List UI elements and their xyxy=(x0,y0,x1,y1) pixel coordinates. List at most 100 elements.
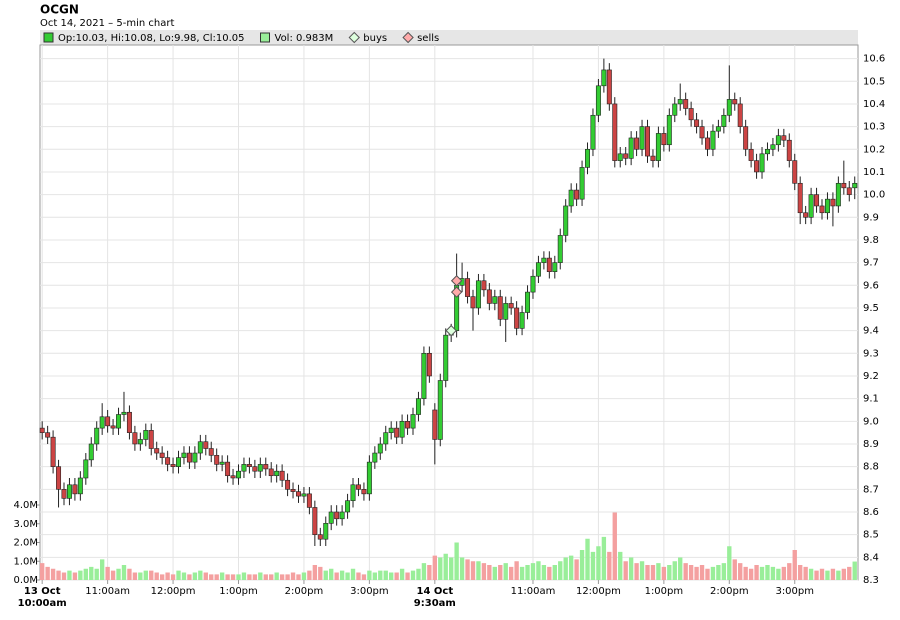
candle-body xyxy=(743,126,749,150)
candle-body xyxy=(579,167,585,200)
candle-body xyxy=(508,303,514,309)
volume-bar xyxy=(639,561,645,580)
volume-bar xyxy=(503,563,508,580)
candle-body xyxy=(350,484,356,501)
volume-bar xyxy=(61,572,67,580)
volume-bar xyxy=(781,566,787,580)
candle-body xyxy=(203,441,209,449)
volume-bar xyxy=(661,566,667,580)
volume-bar xyxy=(688,565,694,580)
y-tick-label: 9.3 xyxy=(863,348,879,359)
volume-bar xyxy=(159,574,165,580)
volume-bar xyxy=(645,565,650,580)
y-tick-label: 9.8 xyxy=(863,235,879,246)
volume-bar xyxy=(727,546,732,580)
candle-body xyxy=(148,430,154,449)
volume-bar xyxy=(618,551,623,580)
candle-body xyxy=(590,114,596,150)
candle-body xyxy=(415,398,421,415)
volume-bar xyxy=(579,550,585,580)
candle-body xyxy=(279,470,285,481)
candle-body xyxy=(465,278,471,297)
candle-body xyxy=(355,484,361,490)
candle-body xyxy=(595,85,601,116)
volume-bar xyxy=(710,566,716,580)
candle-body xyxy=(492,296,498,304)
candle-body xyxy=(814,194,820,207)
candle-body xyxy=(225,461,231,477)
volume-bar xyxy=(498,565,503,580)
candle-body xyxy=(154,448,160,454)
candle-body xyxy=(781,135,787,141)
x-tick-label: 14 Oct xyxy=(417,586,454,597)
candle-body xyxy=(824,198,830,214)
candle-body xyxy=(612,103,618,161)
volume-bar xyxy=(803,566,808,580)
candle-body xyxy=(241,464,247,472)
volume-bar xyxy=(421,563,427,580)
candle-body xyxy=(366,461,372,495)
candle-body xyxy=(285,479,291,490)
volume-bar xyxy=(705,568,710,580)
volume-bar xyxy=(568,555,574,580)
volume-bar xyxy=(410,570,416,580)
candle-body xyxy=(56,466,62,490)
candle-body xyxy=(819,205,825,214)
volume-bar xyxy=(176,570,181,580)
volume-bar xyxy=(318,566,323,580)
y2-tick-label: 3.0M xyxy=(13,519,38,530)
volume-bar xyxy=(230,574,236,580)
volume-bar xyxy=(427,565,432,580)
candle-body xyxy=(585,148,590,168)
candle-body xyxy=(546,257,552,272)
candle-body xyxy=(372,452,378,463)
candle-body xyxy=(116,414,122,429)
volume-bar xyxy=(574,559,579,580)
volume-bar xyxy=(830,568,836,580)
volume-bar xyxy=(416,568,421,580)
candle-body xyxy=(601,69,607,87)
volume-bar xyxy=(552,565,557,580)
volume-bar xyxy=(601,536,607,580)
volume-bar xyxy=(350,568,356,580)
candle-body xyxy=(852,182,858,189)
candle-body xyxy=(312,507,318,535)
volume-bar xyxy=(852,561,857,580)
candle-body xyxy=(519,312,525,329)
candle-body xyxy=(290,489,296,492)
sell-marker xyxy=(450,275,463,287)
y2-tick-label: 4.0M xyxy=(13,500,38,511)
volume-bar xyxy=(738,563,743,580)
candle-body xyxy=(628,137,634,159)
candle-body xyxy=(803,212,809,218)
candle-body xyxy=(334,511,340,520)
candle-body xyxy=(246,464,252,467)
candle-body xyxy=(345,500,351,513)
y-tick-label: 9.6 xyxy=(863,280,879,291)
volume-bar xyxy=(443,553,448,580)
y-tick-label: 8.6 xyxy=(863,507,879,518)
y-tick-label: 8.4 xyxy=(863,552,879,563)
volume-bar xyxy=(356,572,361,580)
candle-body xyxy=(666,114,672,146)
candle-body xyxy=(530,275,536,293)
x-tick-label: 3:00pm xyxy=(350,586,389,597)
candle-body xyxy=(732,99,738,105)
volume-bar xyxy=(209,574,214,580)
volume-bar xyxy=(329,568,334,580)
volume-bar xyxy=(45,566,50,580)
volume-bar xyxy=(307,570,312,580)
volume-bar xyxy=(389,572,394,580)
volume-bar xyxy=(465,559,470,580)
volume-bar xyxy=(394,572,399,580)
candle-body xyxy=(568,189,574,207)
candle-body xyxy=(748,148,754,161)
volume-bar xyxy=(110,570,116,580)
volume-bar xyxy=(743,566,748,580)
candle-body xyxy=(88,443,94,461)
legend-label: Op:10.03, Hi:10.08, Lo:9.98, Cl:10.05 xyxy=(58,33,245,44)
candle-body xyxy=(170,464,176,467)
volume-bar xyxy=(105,566,110,580)
volume-bar xyxy=(623,561,628,580)
y2-tick-label: 2.0M xyxy=(13,538,38,549)
